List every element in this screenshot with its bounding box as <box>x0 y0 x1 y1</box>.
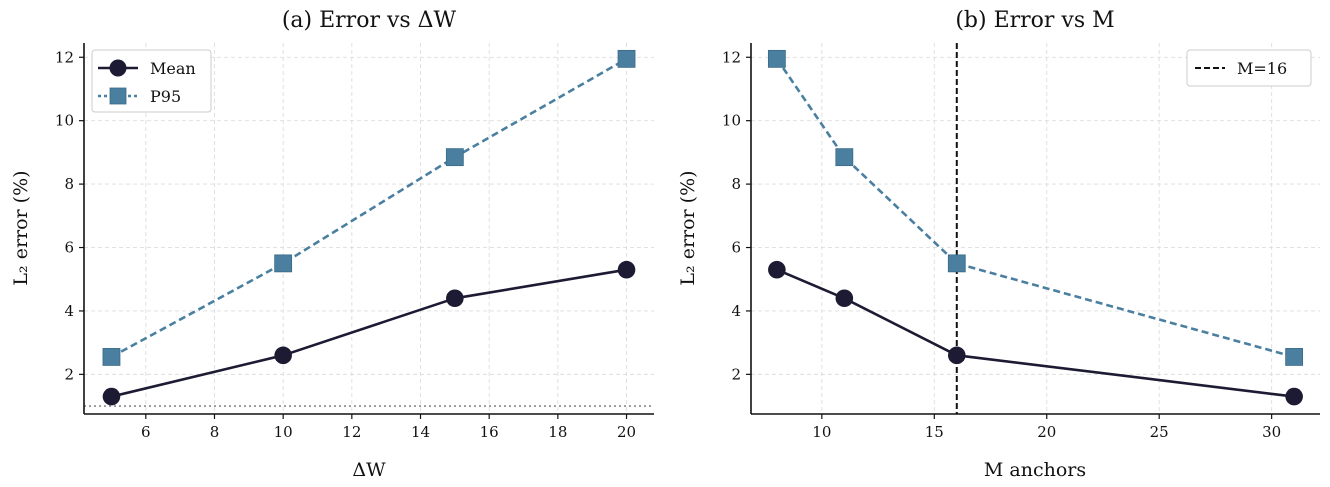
data-point-p95 <box>1285 348 1304 366</box>
chart-title-a: (a) Error vs ΔW <box>282 8 457 33</box>
series-line-mean-b <box>776 268 1295 398</box>
x-tick-label: 6 <box>141 423 151 441</box>
y-tick-label: 12 <box>722 48 741 66</box>
data-point-p95 <box>835 148 854 167</box>
legend-box-b <box>1186 49 1312 87</box>
x-tick-label: 10 <box>812 423 831 441</box>
x-tick-label: 14 <box>411 423 430 441</box>
y-tick-label: 8 <box>64 175 74 193</box>
data-point-p95 <box>617 49 636 68</box>
y-tick-label: 2 <box>731 365 741 383</box>
data-point-p95 <box>274 254 293 273</box>
data-point-mean <box>274 346 292 365</box>
panel-a: 6 8 10 12 14 16 18 20 2 4 6 8 10 12 (a) Error vs ΔW Δ… <box>10 8 654 481</box>
y-tick-label: 10 <box>722 112 741 130</box>
y-tick-label: 6 <box>64 239 74 257</box>
data-point-mean <box>446 289 464 308</box>
series-markers-b <box>767 49 1304 406</box>
x-tick-label: 20 <box>1037 423 1056 441</box>
data-point-mean <box>947 346 966 365</box>
series-line-p95-a <box>110 57 628 359</box>
legend-label-mean: Mean <box>150 59 196 78</box>
x-tick-label: 12 <box>342 423 361 441</box>
x-axis-label-a: ΔW <box>352 459 386 481</box>
data-point-p95 <box>445 148 464 167</box>
legend-a: Mean P95 <box>91 49 212 113</box>
x-tick-label: 10 <box>274 423 293 441</box>
y-tick-label: 2 <box>64 365 74 383</box>
series-lines-b <box>775 58 1295 398</box>
grid-a <box>84 43 654 414</box>
x-tick-label: 18 <box>548 423 567 441</box>
y-axis-label-a: L₂ error (%) <box>10 170 32 285</box>
data-point-mean <box>102 387 121 406</box>
legend-label-p95: P95 <box>150 87 181 106</box>
data-point-mean <box>768 260 786 279</box>
legend-marker-p95 <box>109 87 127 105</box>
legend-marker-mean <box>109 59 127 77</box>
x-tick-label: 20 <box>617 423 636 441</box>
ticks-b: 10 15 20 25 30 2 4 6 8 10 12 <box>722 48 1281 441</box>
y-tick-label: 4 <box>731 302 741 320</box>
series-line-p95-b <box>775 58 1295 359</box>
series-lines-a <box>110 57 628 398</box>
x-tick-label: 30 <box>1262 423 1281 441</box>
y-tick-label: 6 <box>731 239 741 257</box>
data-point-mean <box>1285 387 1303 406</box>
x-axis-label-b: M anchors <box>984 459 1086 481</box>
data-point-mean <box>835 289 854 308</box>
grid-b <box>751 43 1320 414</box>
chart-title-b: (b) Error vs M <box>955 8 1114 33</box>
x-tick-label: 8 <box>210 423 220 441</box>
x-tick-label: 15 <box>925 423 944 441</box>
ticks-a: 6 8 10 12 14 16 18 20 2 4 6 8 10 12 <box>55 48 636 441</box>
data-point-p95 <box>102 348 121 366</box>
y-tick-label: 12 <box>55 48 74 66</box>
y-tick-label: 8 <box>731 175 741 193</box>
series-line-mean-a <box>111 268 627 398</box>
series-markers-a <box>102 49 636 406</box>
data-point-p95 <box>767 49 786 68</box>
legend-label-vline: M=16 <box>1237 59 1287 78</box>
y-tick-label: 10 <box>55 112 74 130</box>
y-tick-label: 4 <box>64 302 74 320</box>
x-tick-label: 25 <box>1150 423 1169 441</box>
data-point-p95 <box>947 254 966 273</box>
y-axis-label-b: L₂ error (%) <box>677 170 699 285</box>
panel-b: 10 15 20 25 30 2 4 6 8 10 12 (b) Error vs M M anch… <box>677 8 1320 481</box>
data-point-mean <box>617 260 636 279</box>
legend-b: M=16 <box>1186 49 1312 87</box>
x-tick-label: 16 <box>480 423 499 441</box>
